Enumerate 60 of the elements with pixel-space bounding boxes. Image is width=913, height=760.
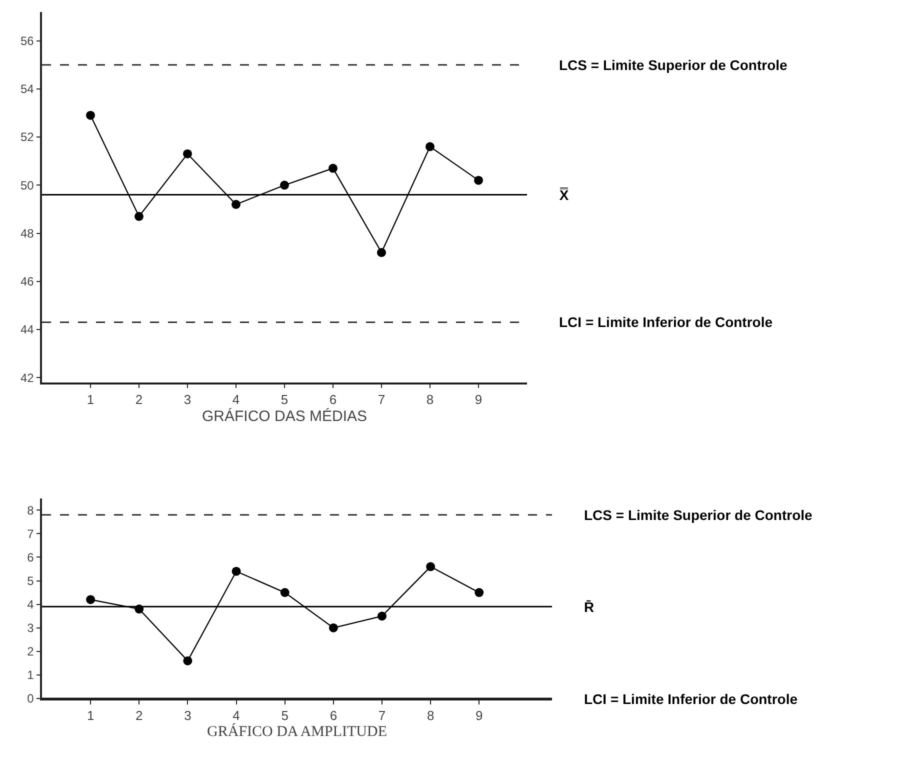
point (474, 176, 483, 185)
y-tick-label: 42 (20, 370, 34, 385)
y-tick-label: 54 (20, 82, 34, 96)
x-tick-label: 9 (476, 708, 483, 723)
ref-line-label: LCI = Limite Inferior de Controle (559, 314, 773, 330)
point (426, 142, 434, 152)
y-tick-label: 8 (27, 503, 34, 518)
point (328, 623, 338, 632)
x-tick-label: 7 (378, 708, 386, 723)
x-tick-label: 8 (426, 708, 434, 723)
point (183, 656, 192, 666)
point (86, 110, 95, 120)
x-tick-label: 5 (281, 708, 288, 723)
x-tick-label: 3 (184, 392, 192, 407)
point (426, 562, 436, 572)
y-tick-label: 44 (20, 322, 34, 337)
y-tick-label: 3 (27, 621, 34, 636)
y-tick-label: 0 (27, 692, 34, 706)
y-tick-label: 1 (27, 668, 34, 682)
x-axis-title: GRÁFICO DAS MÉDIAS (202, 406, 368, 425)
x-tick-label: 2 (135, 392, 143, 407)
y-tick-label: 6 (27, 550, 34, 564)
y-tick-label: 2 (27, 644, 34, 659)
x-tick-label: 1 (86, 392, 94, 407)
x-tick-label: 5 (280, 392, 288, 407)
y-tick-label: 50 (20, 178, 34, 192)
point (232, 200, 240, 209)
y-tick-label: 56 (20, 34, 34, 48)
x-tick-label: 2 (136, 708, 143, 723)
ref-line-label: LCS = Limite Superior de Controle (559, 57, 788, 73)
y-tick-label: 4 (27, 598, 34, 612)
point (232, 566, 241, 576)
ref-line-label: R̄ (584, 599, 594, 615)
x-axis-title: GRÁFICO DA AMPLITUDE (206, 722, 388, 740)
y-tick-label: 5 (27, 574, 34, 588)
point (86, 595, 96, 604)
x-tick-label: 4 (232, 708, 240, 723)
point (183, 149, 192, 158)
ref-line-label: LCS = Limite Superior de Controle (584, 507, 813, 523)
ref-line-label: X̿ (559, 187, 570, 203)
x-tick-label: 6 (330, 708, 338, 723)
point (134, 212, 144, 221)
y-tick-label: 46 (20, 274, 34, 289)
y-tick-label: 52 (20, 130, 34, 144)
point (328, 164, 338, 173)
x-tick-label: 4 (232, 392, 240, 407)
point (378, 612, 386, 621)
x-tick-label: 8 (426, 392, 434, 407)
x-tick-label: 7 (378, 392, 386, 407)
point (280, 588, 290, 598)
y-tick-label: 48 (20, 226, 34, 240)
x-tick-label: 1 (86, 708, 94, 723)
ref-line-label: LCI = Limite Inferior de Controle (584, 691, 798, 707)
point (474, 588, 484, 598)
x-tick-label: 6 (329, 392, 337, 407)
point (280, 180, 289, 190)
x-tick-label: 3 (184, 708, 192, 723)
y-tick-label: 7 (27, 526, 34, 541)
point (377, 248, 386, 258)
x-tick-label: 9 (474, 392, 482, 407)
